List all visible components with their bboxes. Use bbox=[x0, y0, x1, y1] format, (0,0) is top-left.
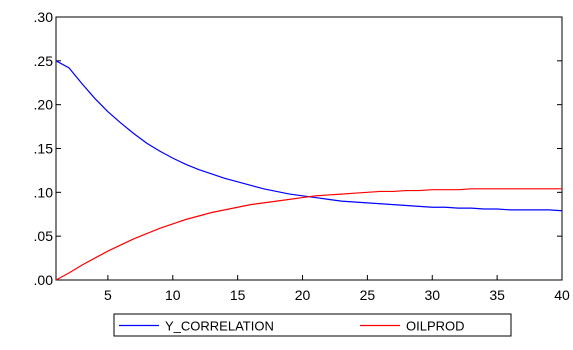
x-tick-label: 40 bbox=[554, 287, 570, 303]
x-tick-label: 35 bbox=[489, 287, 505, 303]
y-tick-label: .20 bbox=[34, 97, 54, 113]
legend-label: OILPROD bbox=[406, 319, 465, 334]
series-line-oilprod bbox=[55, 188, 562, 281]
x-tick-label: 25 bbox=[360, 287, 376, 303]
x-tick-label: 15 bbox=[230, 287, 246, 303]
y-tick-label: .15 bbox=[34, 141, 54, 157]
legend-label: Y_CORRELATION bbox=[165, 319, 274, 334]
legend-box bbox=[113, 313, 512, 337]
x-tick-label: 10 bbox=[165, 287, 181, 303]
x-tick-label: 20 bbox=[295, 287, 311, 303]
x-tick-label: 30 bbox=[424, 287, 440, 303]
y-tick-label: .30 bbox=[34, 9, 54, 25]
plot-frame bbox=[55, 16, 563, 281]
y-tick-label: .00 bbox=[34, 272, 54, 288]
x-tick-label: 5 bbox=[104, 287, 112, 303]
y-tick-label: .25 bbox=[34, 53, 54, 69]
y-tick-label: .10 bbox=[34, 184, 54, 200]
y-tick-label: .05 bbox=[34, 228, 54, 244]
